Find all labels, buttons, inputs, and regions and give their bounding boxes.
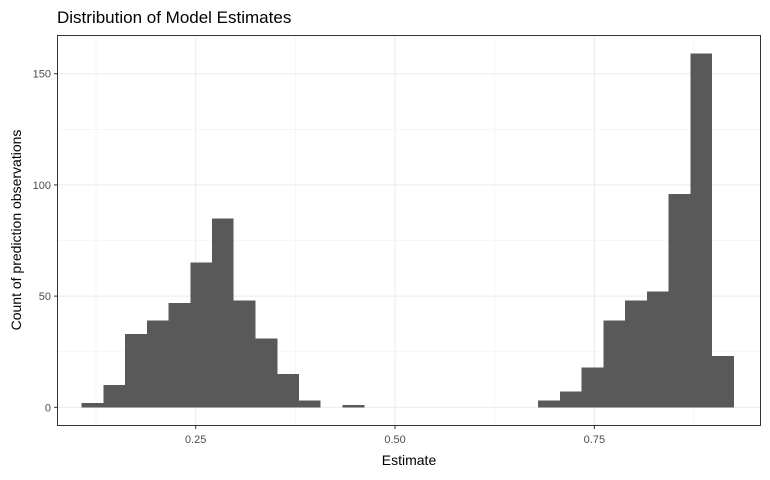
histogram-bar [146,320,169,408]
x-tick-label: 0.50 [384,434,405,446]
histogram-bar [712,356,734,408]
histogram-bar [603,320,626,408]
histogram-bar [668,193,691,408]
histogram-bar [690,53,713,408]
histogram-bar [298,400,321,408]
histogram-bar [168,302,191,408]
histogram-bar [125,333,147,408]
y-tick-label: 100 [33,180,51,192]
histogram-bar [342,405,365,408]
x-axis-title: Estimate [382,452,437,468]
y-tick-label: 50 [39,291,51,303]
histogram-bar [212,218,234,408]
histogram-bars [81,53,734,408]
histogram-bar [103,385,126,408]
chart-title: Distribution of Model Estimates [57,8,291,27]
histogram-bar [538,400,560,408]
x-tick-label: 0.75 [584,434,605,446]
histogram-bar [233,300,256,408]
y-tick-label: 150 [33,69,51,81]
y-axis-ticks: 0 50 100 150 [33,69,58,414]
histogram-bar [559,391,582,408]
y-axis-title: Count of prediction observations [8,130,24,331]
x-axis-ticks: 0.25 0.50 0.75 [185,425,605,446]
histogram-bar [625,300,647,408]
histogram-bar [255,338,278,408]
histogram-bar [646,291,669,408]
histogram-bar [190,262,213,408]
histogram-bar [277,373,299,408]
histogram-bar [581,367,604,408]
x-tick-label: 0.25 [185,434,206,446]
histogram-bar [81,402,104,408]
plot-panel-border [57,35,761,426]
y-tick-label: 0 [45,402,51,414]
